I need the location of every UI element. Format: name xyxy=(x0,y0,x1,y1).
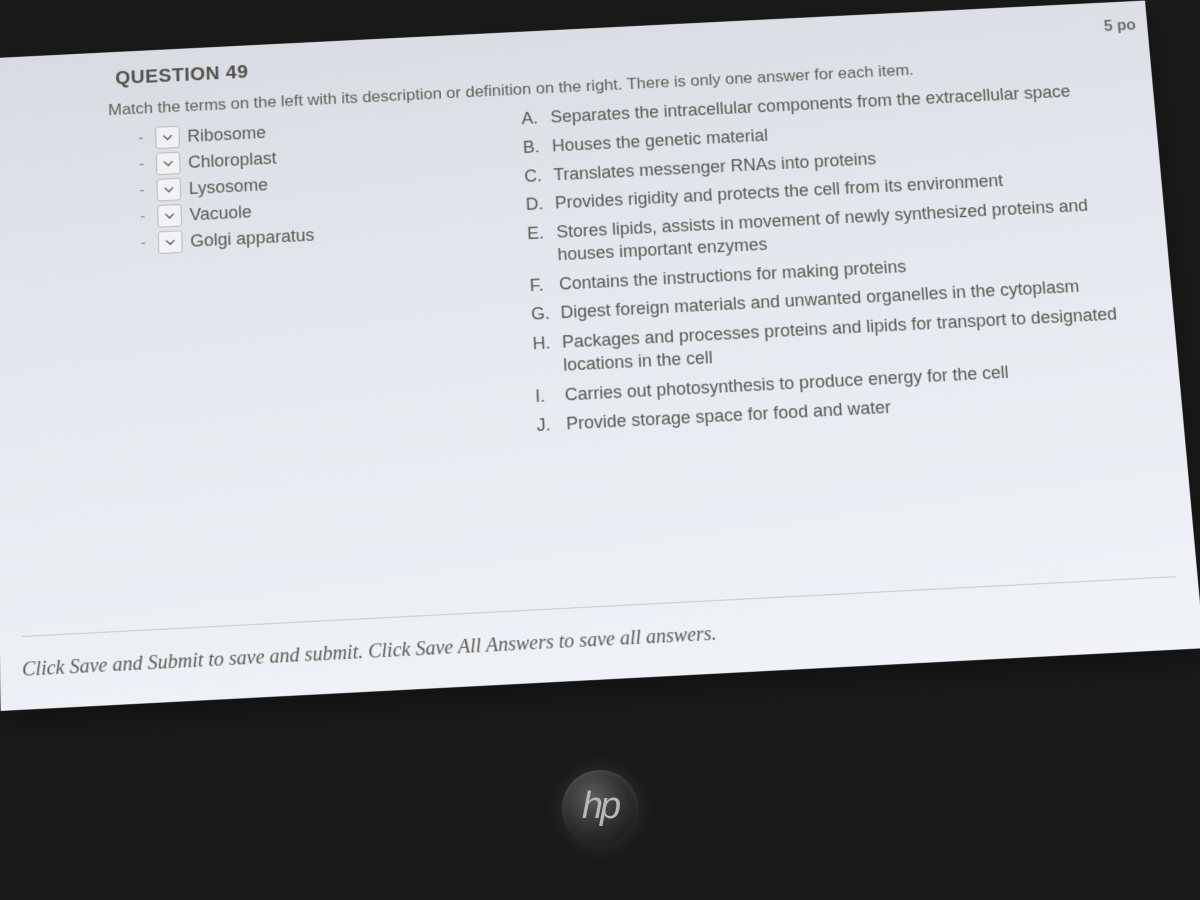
match-body: - Ribosome - Chloroplast - Lysosome xyxy=(19,77,1170,471)
definition-letter: C. xyxy=(524,165,546,188)
chevron-down-icon xyxy=(163,160,174,167)
points-badge: 5 po xyxy=(1103,18,1136,36)
question-title: QUESTION 49 xyxy=(115,62,249,90)
term-label: Vacuole xyxy=(189,202,252,225)
hp-logo: hp xyxy=(562,770,638,846)
term-dropdown-golgi[interactable] xyxy=(158,230,183,254)
terms-column: - Ribosome - Chloroplast - Lysosome xyxy=(134,110,498,465)
term-dropdown-chloroplast[interactable] xyxy=(156,152,181,176)
chevron-down-icon xyxy=(162,134,173,141)
quiz-screen: QUESTION 49 5 po Match the terms on the … xyxy=(0,1,1200,711)
term-dash: - xyxy=(135,182,149,200)
definition-letter: B. xyxy=(522,136,544,159)
definition-letter: G. xyxy=(531,303,554,327)
definition-letter: E. xyxy=(527,222,551,268)
term-dash: - xyxy=(134,130,148,147)
definition-letter: J. xyxy=(536,414,559,438)
definition-letter: A. xyxy=(521,107,543,130)
term-dropdown-ribosome[interactable] xyxy=(155,126,180,150)
definition-letter: F. xyxy=(529,274,552,298)
term-dash: - xyxy=(136,208,150,226)
term-dropdown-lysosome[interactable] xyxy=(156,178,181,202)
definition-letter: D. xyxy=(525,193,548,216)
term-label: Chloroplast xyxy=(188,148,277,172)
term-label: Ribosome xyxy=(187,123,266,146)
chevron-down-icon xyxy=(164,212,175,219)
definition-text: Houses the genetic material xyxy=(551,125,768,158)
hp-logo-text: hp xyxy=(582,787,618,825)
term-dash: - xyxy=(136,235,150,253)
definition-letter: I. xyxy=(535,384,558,408)
term-dash: - xyxy=(135,156,149,173)
term-label: Lysosome xyxy=(189,175,269,199)
term-dropdown-vacuole[interactable] xyxy=(157,204,182,228)
chevron-down-icon xyxy=(163,186,174,193)
footer-instruction: Click Save and Submit to save and submit… xyxy=(22,576,1180,682)
term-label: Golgi apparatus xyxy=(190,225,315,251)
definition-letter: H. xyxy=(532,332,556,379)
definitions-column: A. Separates the intracellular component… xyxy=(521,77,1171,444)
chevron-down-icon xyxy=(165,239,176,246)
